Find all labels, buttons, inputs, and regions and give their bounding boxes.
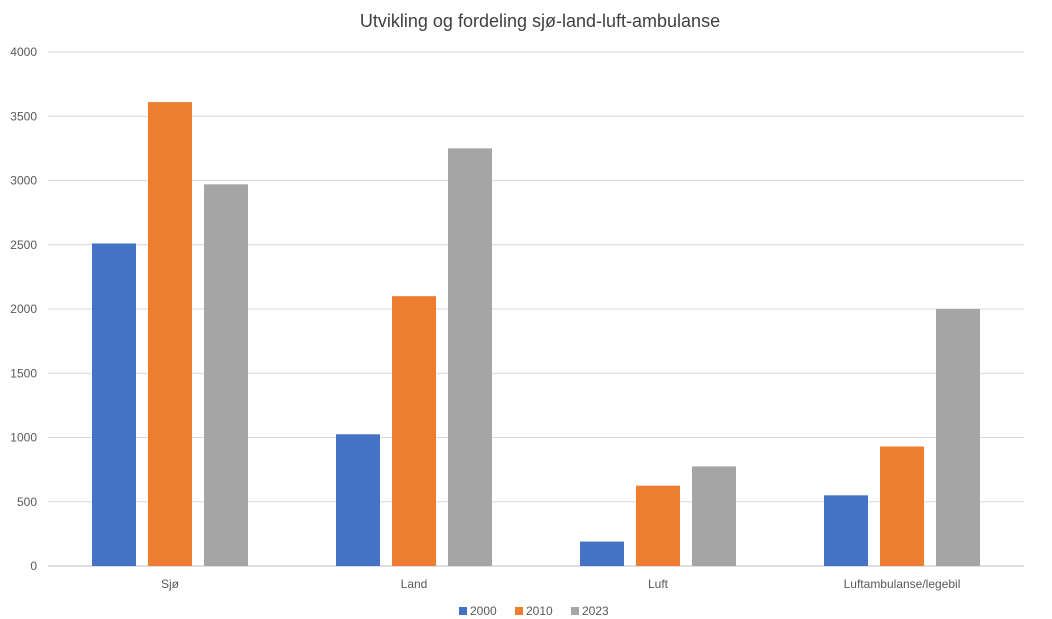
- y-tick-label: 1000: [10, 431, 37, 445]
- x-category-label: Land: [401, 577, 428, 591]
- legend-label: 2023: [582, 604, 609, 618]
- y-tick-label: 4000: [10, 45, 37, 59]
- bar-2023-1: [448, 148, 492, 566]
- y-tick-label: 3000: [10, 174, 37, 188]
- x-category-label: Sjø: [161, 577, 180, 591]
- bars: [92, 102, 980, 567]
- bar-2023-2: [692, 466, 736, 566]
- bar-2000-2: [580, 541, 624, 566]
- y-tick-label: 1500: [10, 366, 37, 380]
- gridlines: [48, 51, 1024, 567]
- x-category-label: Luftambulanse/legebil: [844, 577, 961, 591]
- bar-2000-0: [92, 243, 136, 566]
- legend-label: 2000: [470, 604, 497, 618]
- legend-label: 2010: [526, 604, 553, 618]
- legend-swatch-2023: [571, 607, 579, 615]
- y-tick-label: 2500: [10, 238, 37, 252]
- x-axis-labels: Sjø Land Luft Luftambulanse/legebil: [161, 577, 960, 591]
- y-tick-label: 500: [17, 495, 37, 509]
- bar-2010-2: [636, 485, 680, 566]
- y-axis-ticks: 0 500 1000 1500 2000 2500 3000 3500 4000: [10, 45, 37, 573]
- bar-2023-3: [936, 309, 980, 566]
- legend-swatch-2000: [459, 607, 467, 615]
- bar-2000-1: [336, 434, 380, 566]
- chart-title: Utvikling og fordeling sjø-land-luft-amb…: [360, 11, 720, 31]
- bar-2000-3: [824, 495, 868, 566]
- legend: 2000 2010 2023: [459, 604, 609, 618]
- bar-2023-0: [204, 184, 248, 567]
- bar-2010-0: [148, 102, 192, 567]
- legend-swatch-2010: [515, 607, 523, 615]
- y-tick-label: 3500: [10, 109, 37, 123]
- y-tick-label: 0: [30, 559, 37, 573]
- x-category-label: Luft: [648, 577, 669, 591]
- bar-2010-1: [392, 296, 436, 566]
- bar-2010-3: [880, 446, 924, 566]
- y-tick-label: 2000: [10, 302, 37, 316]
